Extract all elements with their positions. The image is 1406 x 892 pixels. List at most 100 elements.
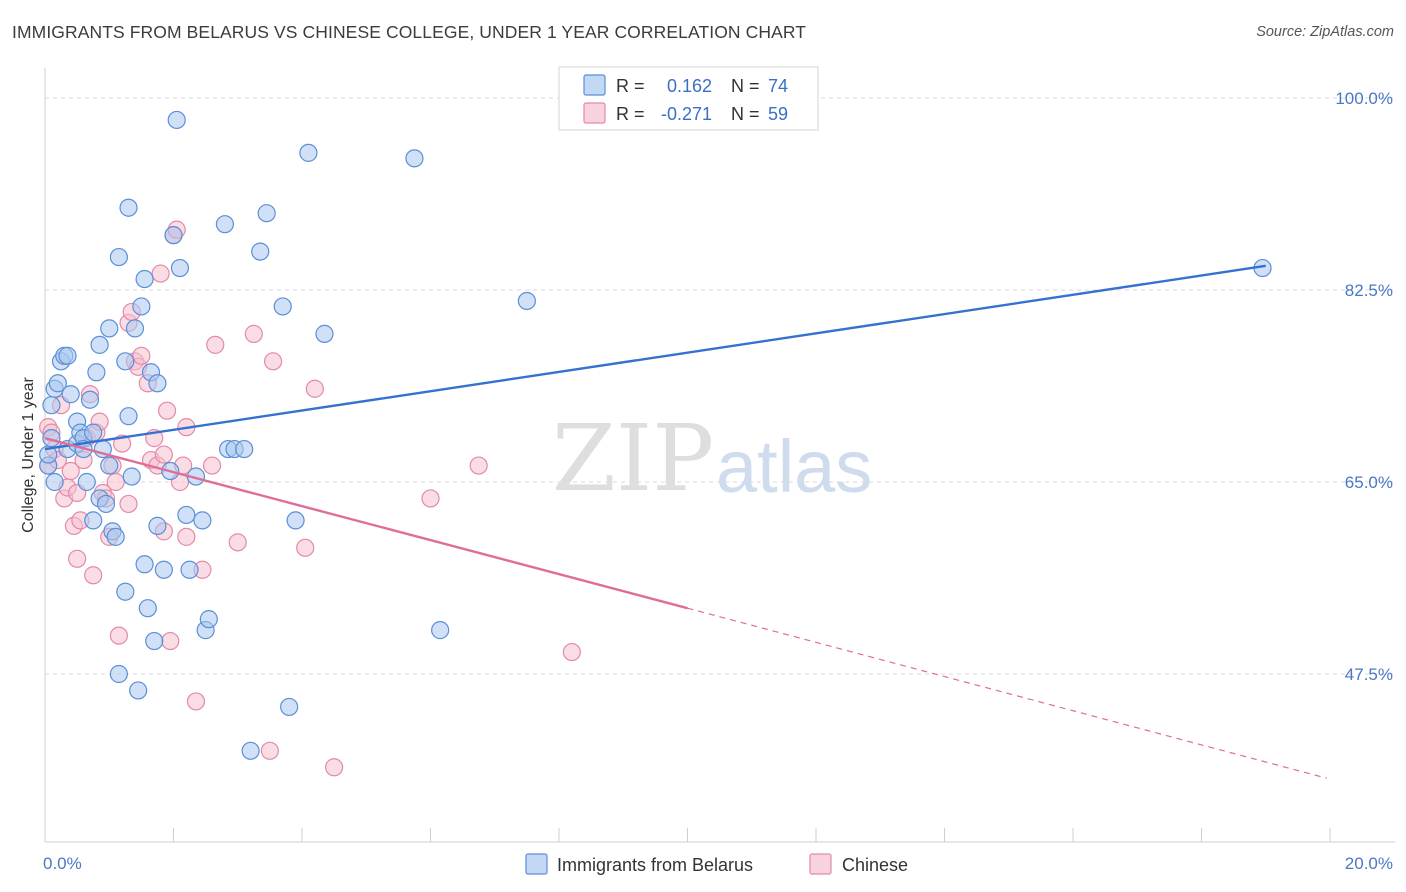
stats-legend: R = 0.162 N = 74 R = -0.271 N = 59 bbox=[558, 66, 819, 131]
legend-r-value-2: -0.271 bbox=[661, 104, 712, 124]
belarus-point-33 bbox=[119, 198, 138, 217]
legend-r-label-2: R = bbox=[616, 104, 645, 124]
watermark-zip: ZIP bbox=[552, 405, 714, 512]
chinese-point-16 bbox=[84, 566, 103, 585]
belarus-point-68 bbox=[315, 324, 334, 343]
belarus-point-67 bbox=[299, 143, 318, 162]
x-tick-label-0: 0.0% bbox=[43, 854, 82, 873]
chinese-point-26 bbox=[119, 494, 138, 514]
belarus-point-44 bbox=[148, 374, 167, 393]
belarus-point-40 bbox=[135, 555, 154, 574]
belarus-point-4 bbox=[45, 472, 64, 492]
chinese-point-55 bbox=[296, 538, 315, 557]
x-tick-label-1: 20.0% bbox=[1345, 854, 1393, 873]
belarus-point-37 bbox=[129, 681, 148, 700]
chinese-point-60 bbox=[562, 642, 581, 662]
y-tick-label-3: 100.0% bbox=[1335, 89, 1393, 108]
chinese-point-56 bbox=[305, 379, 324, 398]
belarus-point-35 bbox=[122, 467, 141, 486]
belarus-point-52 bbox=[180, 560, 199, 579]
chinese-point-49 bbox=[202, 456, 222, 475]
belarus-point-8 bbox=[58, 346, 77, 365]
belarus-point-71 bbox=[517, 291, 536, 311]
chinese-point-46 bbox=[177, 527, 196, 546]
chinese-points bbox=[39, 220, 581, 777]
legend-r-value-1: 0.162 bbox=[667, 76, 712, 96]
belarus-point-21 bbox=[90, 335, 109, 354]
belarus-point-61 bbox=[241, 741, 260, 760]
belarus-point-70 bbox=[431, 621, 450, 640]
chinese-point-40 bbox=[161, 631, 180, 651]
chinese-point-10 bbox=[68, 549, 87, 568]
belarus-point-28 bbox=[106, 527, 125, 546]
series-legend-label-belarus: Immigrants from Belarus bbox=[557, 855, 753, 875]
chinese-point-36 bbox=[151, 264, 170, 283]
belarus-point-30 bbox=[109, 664, 128, 684]
belarus-point-66 bbox=[286, 511, 305, 530]
chinese-point-54 bbox=[263, 352, 283, 371]
chinese-point-52 bbox=[244, 324, 263, 343]
chinese-point-59 bbox=[469, 456, 488, 475]
chinese-trend-line bbox=[44, 436, 688, 610]
chinese-point-23 bbox=[106, 472, 125, 492]
y-tick-label-0: 47.5% bbox=[1345, 665, 1393, 684]
belarus-point-51 bbox=[177, 505, 196, 525]
belarus-point-20 bbox=[87, 363, 106, 382]
belarus-point-46 bbox=[154, 560, 173, 579]
legend-r-label-1: R = bbox=[616, 76, 645, 96]
belarus-point-57 bbox=[215, 215, 234, 234]
chinese-point-47 bbox=[186, 692, 206, 711]
belarus-point-69 bbox=[405, 149, 424, 168]
legend-swatch-belarus bbox=[583, 74, 606, 96]
chart-title: IMMIGRANTS FROM BELARUS VS CHINESE COLLE… bbox=[12, 22, 807, 42]
belarus-point-50 bbox=[170, 258, 190, 278]
series-legend: Immigrants from Belarus Chinese bbox=[525, 853, 908, 875]
belarus-point-64 bbox=[273, 297, 292, 316]
belarus-point-32 bbox=[116, 582, 135, 601]
belarus-point-39 bbox=[135, 269, 154, 289]
belarus-point-5 bbox=[48, 374, 67, 393]
legend-n-label-2: N = bbox=[731, 104, 760, 124]
belarus-point-41 bbox=[138, 599, 157, 618]
chinese-point-53 bbox=[260, 741, 279, 760]
chinese-point-58 bbox=[421, 489, 440, 508]
legend-swatch-chinese bbox=[583, 102, 606, 124]
y-tick-labels: 47.5% 65.0% 82.5% 100.0% bbox=[1335, 89, 1393, 684]
chinese-point-57 bbox=[325, 758, 344, 777]
belarus-point-49 bbox=[167, 110, 186, 130]
belarus-point-19 bbox=[84, 511, 103, 530]
belarus-point-63 bbox=[257, 204, 276, 223]
belarus-point-65 bbox=[280, 697, 299, 717]
series-legend-swatch-chinese bbox=[809, 853, 832, 875]
belarus-points bbox=[39, 110, 1272, 760]
x-tick-labels: 0.0% 20.0% bbox=[43, 854, 1393, 873]
legend-n-value-1: 74 bbox=[768, 76, 788, 96]
series-legend-swatch-belarus bbox=[525, 853, 548, 875]
belarus-point-16 bbox=[77, 472, 96, 492]
chinese-point-51 bbox=[228, 533, 247, 552]
chinese-point-37 bbox=[154, 445, 173, 464]
chinese-point-31 bbox=[132, 346, 151, 365]
chinese-point-39 bbox=[157, 401, 177, 420]
source-credit: Source: ZipAtlas.com bbox=[1256, 24, 1394, 40]
belarus-point-18 bbox=[84, 423, 103, 442]
belarus-point-17 bbox=[80, 390, 100, 409]
chinese-point-24 bbox=[109, 626, 128, 645]
belarus-point-34 bbox=[119, 407, 138, 426]
legend-n-label-1: N = bbox=[731, 76, 760, 96]
belarus-point-26 bbox=[100, 456, 119, 475]
chinese-point-8 bbox=[61, 461, 80, 481]
belarus-point-36 bbox=[125, 319, 145, 338]
belarus-point-25 bbox=[100, 319, 119, 338]
belarus-point-43 bbox=[145, 631, 164, 651]
belarus-point-54 bbox=[193, 511, 212, 530]
belarus-point-31 bbox=[116, 352, 135, 371]
belarus-point-24 bbox=[96, 494, 116, 514]
grid-lines bbox=[45, 97, 1395, 675]
y-tick-label-1: 65.0% bbox=[1345, 473, 1393, 492]
series-legend-label-chinese: Chinese bbox=[842, 855, 908, 875]
belarus-point-10 bbox=[61, 385, 80, 404]
belarus-point-62 bbox=[251, 242, 270, 261]
chinese-point-50 bbox=[206, 335, 225, 354]
